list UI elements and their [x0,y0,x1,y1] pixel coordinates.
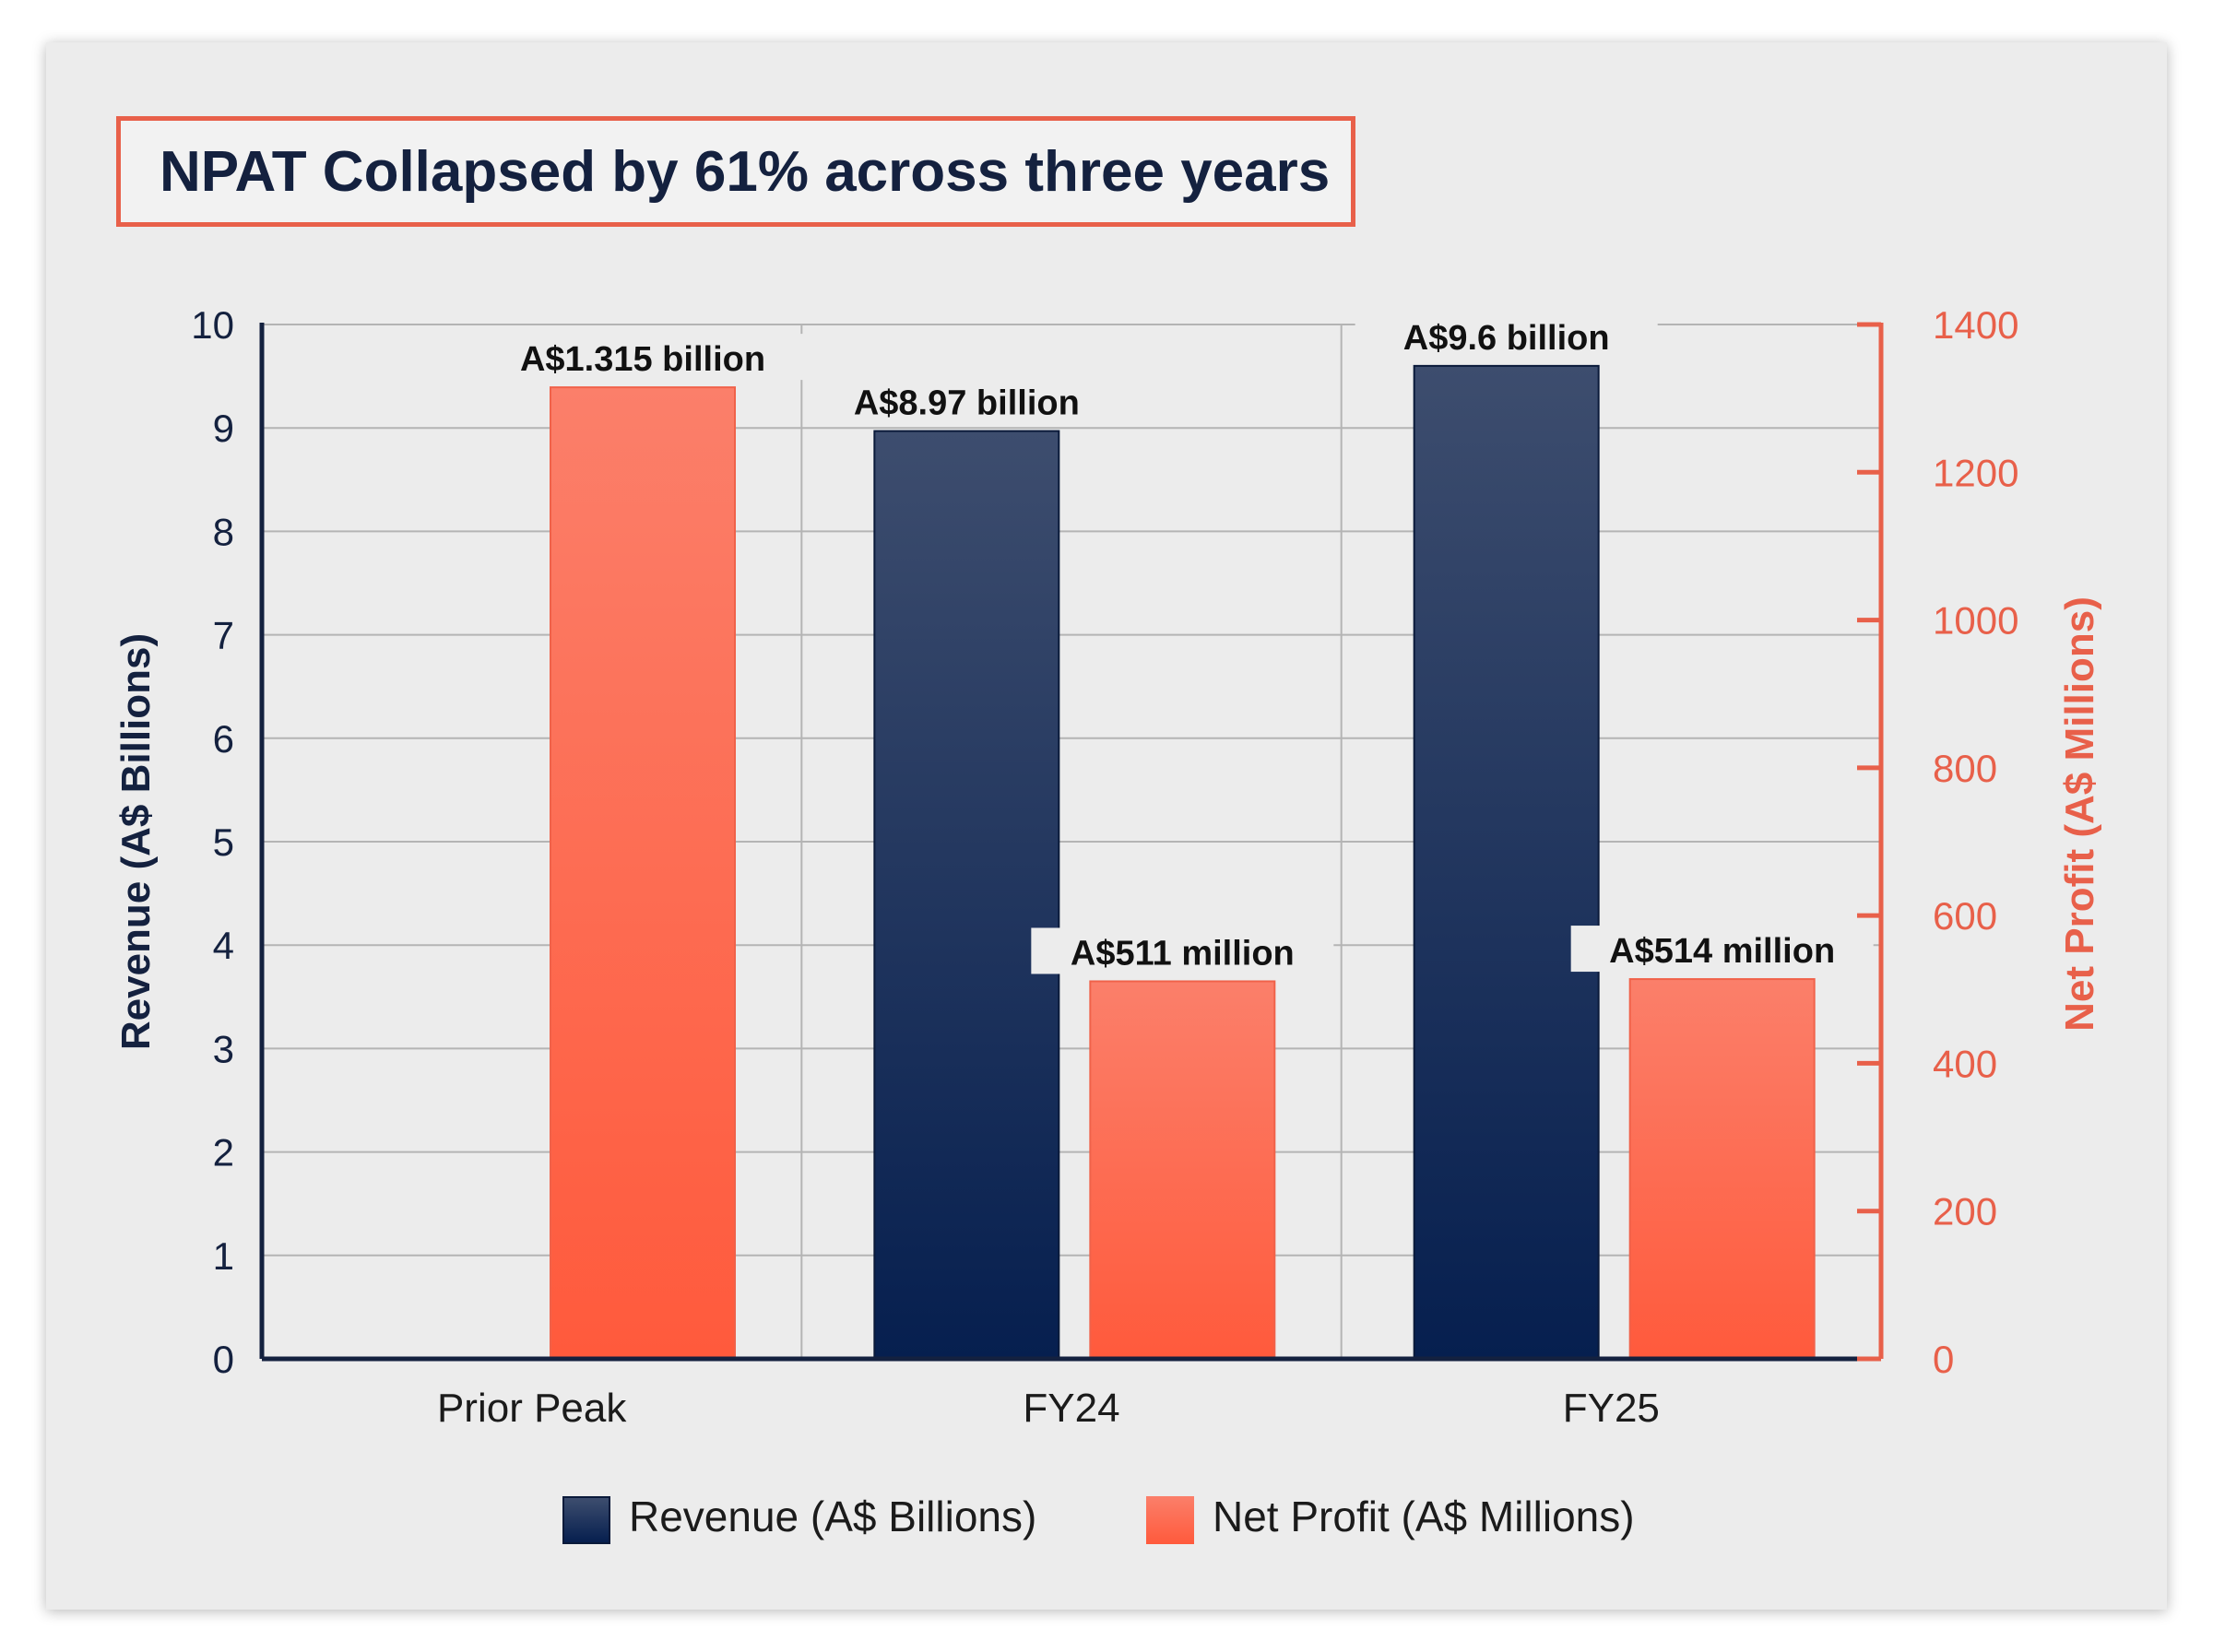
x-tick-label: FY24 [1023,1386,1119,1431]
y-right-tick-label: 1400 [1933,303,2018,347]
data-label-profit-2: A$514 million [1609,932,1835,971]
y-left-tick-label: 0 [213,1338,234,1381]
bar-profit-0 [550,386,736,1360]
bar-revenue-1 [873,430,1060,1361]
x-tick-label: FY25 [1563,1386,1660,1431]
title-box: NPAT Collapsed by 61% across three years [116,116,1355,227]
y-left-tick-label: 2 [213,1131,234,1174]
data-label-revenue-2: A$9.6 billion [1403,319,1610,358]
bar-profit-2 [1628,978,1816,1360]
y-left-tick-label: 9 [213,407,234,450]
y-right-tick-label: 0 [1933,1338,1954,1381]
legend-label-revenue: Revenue (A$ Billions) [629,1493,1037,1540]
data-label-bg [1031,927,1334,974]
data-label-bg [804,377,1130,424]
data-label-bg [1355,312,1658,359]
legend-swatch-revenue [562,1496,610,1544]
y-axis-right-title: Net Profit (A$ Millions) [2057,596,2102,1032]
y-left-tick-label: 3 [213,1027,234,1070]
y-left-tick-label: 4 [213,924,234,967]
axes [259,322,1884,1362]
legend-label-profit: Net Profit (A$ Millions) [1213,1493,1635,1540]
y-right-tick-label: 600 [1933,894,1997,938]
data-label-bg [1570,926,1874,973]
chart-title: NPAT Collapsed by 61% across three years [160,139,1331,204]
y-left-tick-label: 10 [191,303,234,347]
y-left-tick-label: 7 [213,614,234,657]
y-axis-left-title: Revenue (A$ Billions) [113,633,159,1050]
data-label-bg [469,334,816,381]
legend-swatch-profit [1146,1496,1194,1544]
data-label-profit-1: A$511 million [1071,934,1295,973]
y-right-tick-label: 400 [1933,1042,1997,1085]
y-left-tick-label: 5 [213,820,234,864]
y-left-tick-label: 6 [213,717,234,761]
data-label-profit-0: A$1.315 billion [520,340,765,379]
bar-revenue-2 [1413,364,1600,1360]
y-right-tick-label: 800 [1933,747,1997,790]
x-tick-label: Prior Peak [437,1386,627,1431]
y-right-tick-label: 1200 [1933,451,2018,494]
y-right-tick-label: 200 [1933,1190,1997,1233]
bar-profit-1 [1089,980,1276,1360]
y-right-tick-label: 1000 [1933,599,2018,643]
labels: A$1.315 billion Prior Peak A$8.97 billion A… [113,303,2102,1431]
data-label-revenue-1: A$8.97 billion [854,384,1080,423]
bars [550,364,1816,1361]
y-left-tick-label: 1 [213,1234,234,1278]
y-left-tick-label: 8 [213,510,234,553]
